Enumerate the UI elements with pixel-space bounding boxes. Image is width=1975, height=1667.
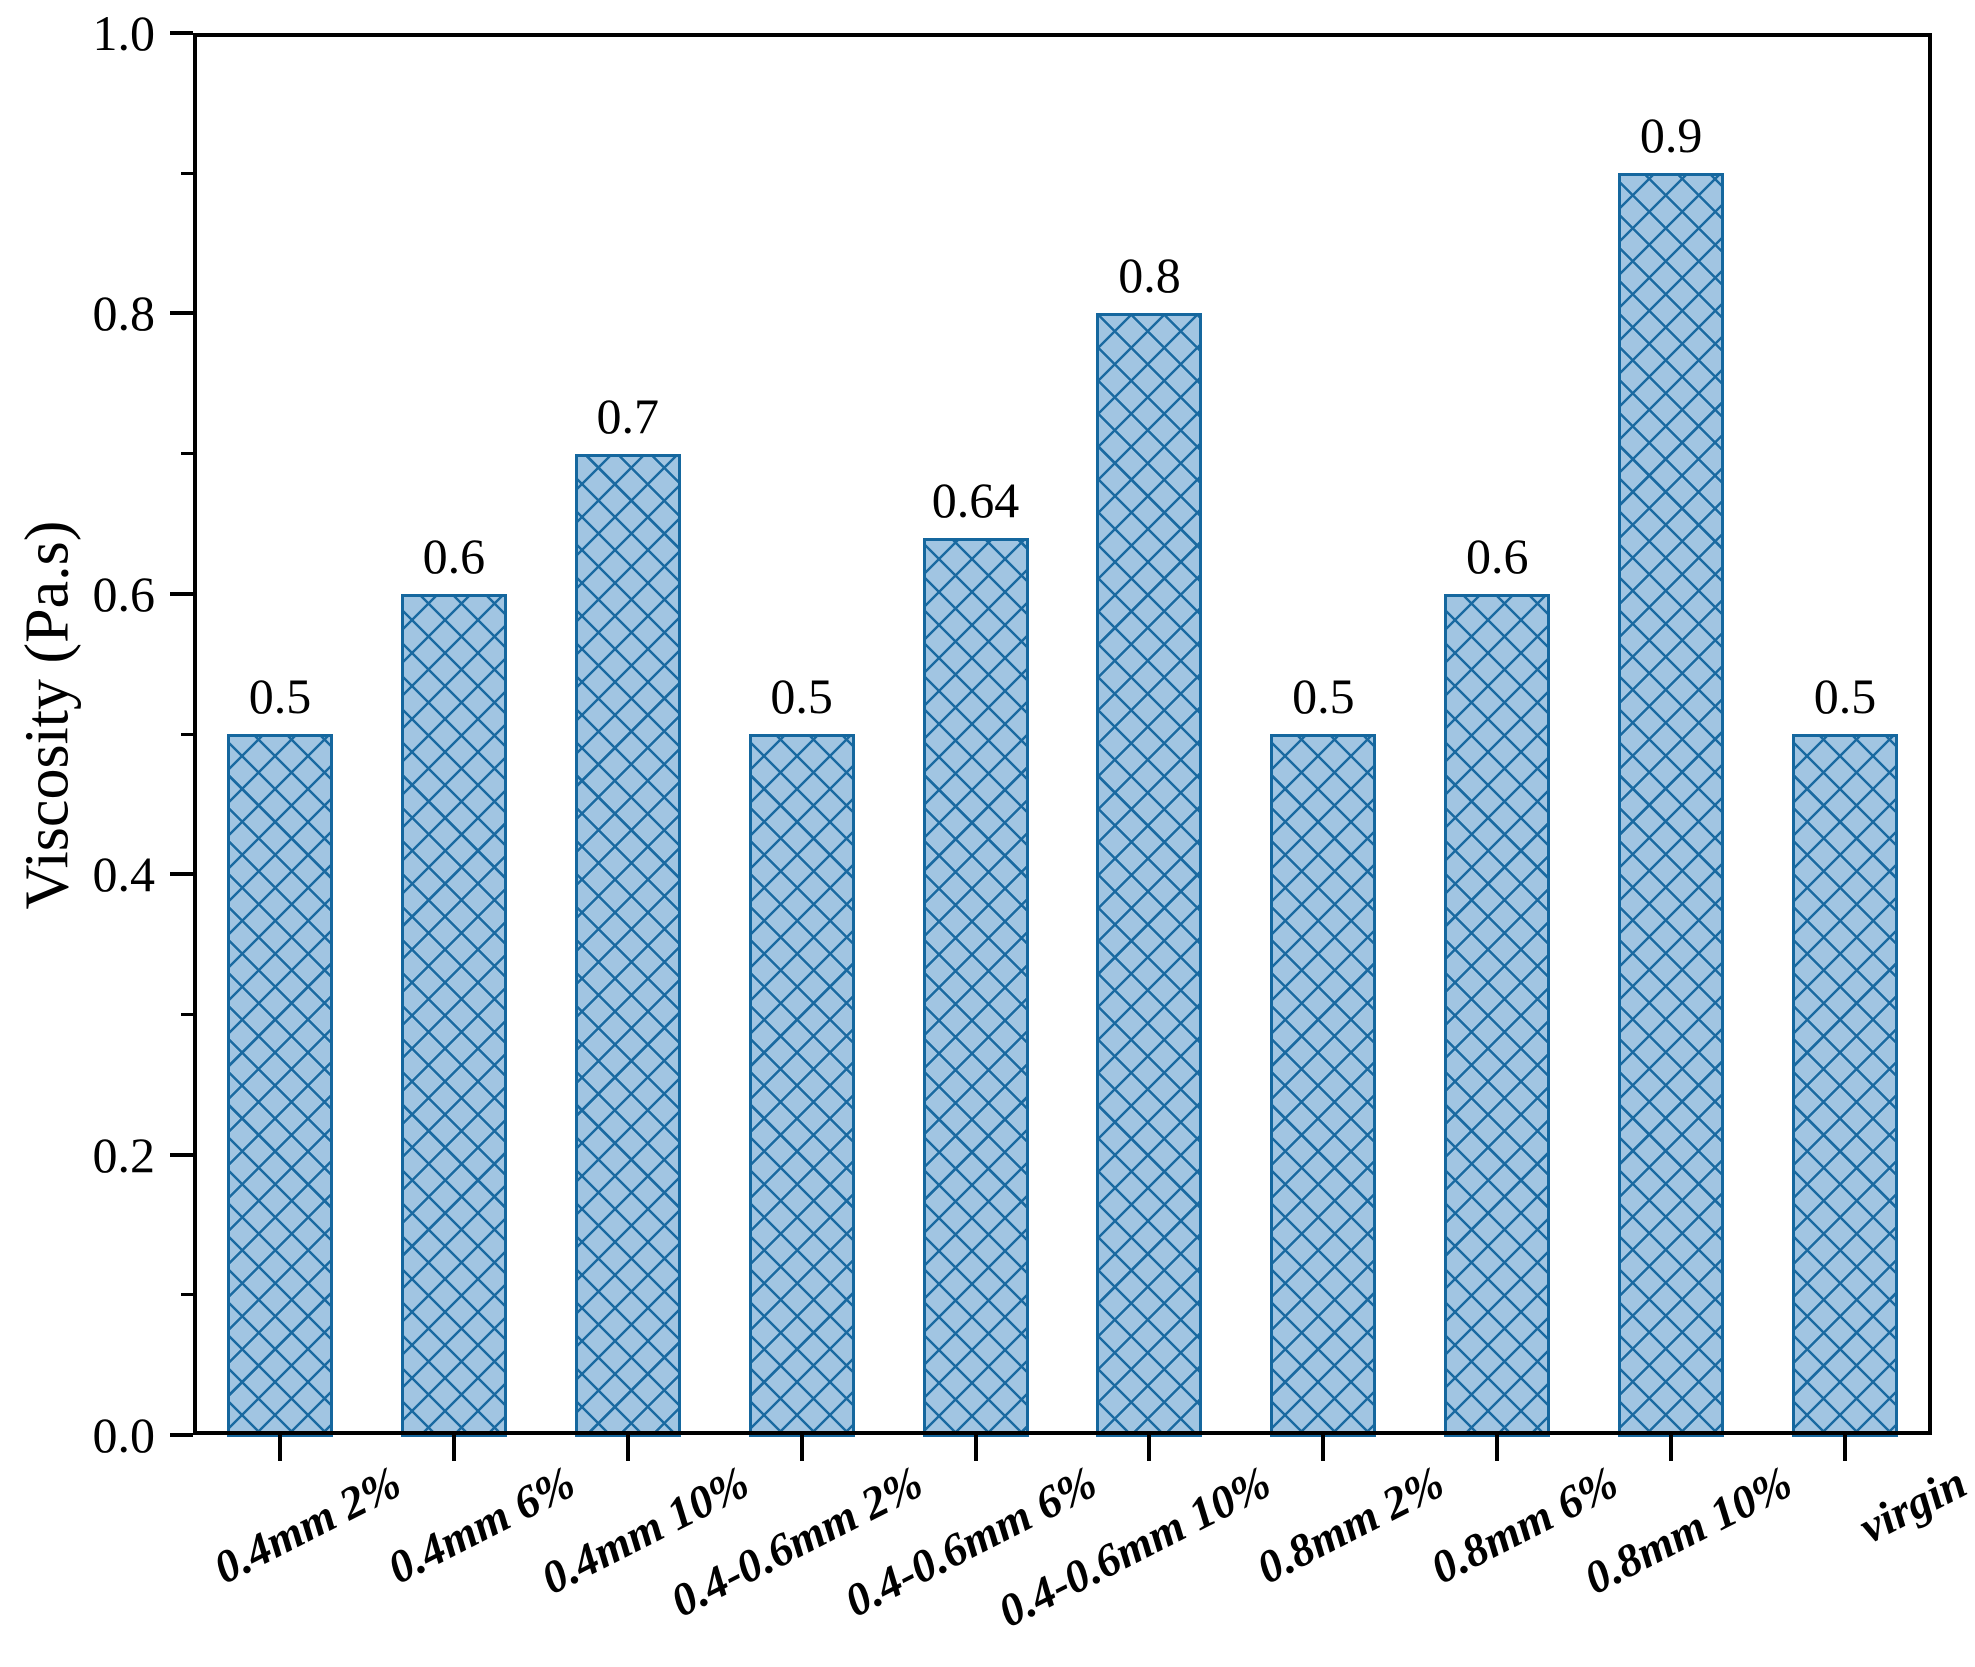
bar-0-8mm-2 bbox=[1270, 734, 1377, 1437]
x-major-tick bbox=[277, 1435, 282, 1461]
y-tick-label: 0.8 bbox=[92, 285, 156, 342]
bar-value-label-0-8mm-6: 0.6 bbox=[1466, 527, 1529, 584]
y-major-tick bbox=[170, 1433, 193, 1437]
x-tick-label-virgin: virgin bbox=[1850, 1456, 1974, 1553]
bar-0-4mm-6 bbox=[400, 593, 507, 1437]
x-major-tick bbox=[1669, 1435, 1674, 1461]
bar-value-label-0-8mm-2: 0.5 bbox=[1292, 668, 1355, 724]
y-major-tick bbox=[170, 872, 193, 877]
bar-0-4mm-10 bbox=[574, 453, 681, 1437]
y-tick-label: 0.6 bbox=[92, 565, 156, 622]
bar-0-4mm-2 bbox=[226, 734, 333, 1437]
y-major-tick bbox=[170, 31, 193, 35]
y-tick-label: 0.2 bbox=[92, 1126, 156, 1183]
bar-0-4-0-6mm-10 bbox=[1096, 313, 1203, 1437]
x-major-tick bbox=[1321, 1435, 1326, 1461]
x-major-tick bbox=[625, 1435, 630, 1461]
x-major-tick bbox=[973, 1435, 978, 1461]
y-minor-tick bbox=[181, 732, 193, 736]
y-minor-tick bbox=[181, 1293, 193, 1297]
x-major-tick bbox=[799, 1435, 804, 1461]
bar-value-label-virgin: 0.5 bbox=[1813, 668, 1877, 724]
y-minor-tick bbox=[181, 171, 193, 175]
y-major-tick bbox=[170, 1152, 193, 1157]
bar-virgin bbox=[1792, 734, 1899, 1437]
bar-value-label-0-4mm-2: 0.5 bbox=[248, 668, 312, 724]
y-major-tick bbox=[170, 311, 193, 316]
x-major-tick bbox=[1495, 1435, 1500, 1461]
x-major-tick bbox=[1843, 1435, 1848, 1461]
x-tick-label-0-4mm-2: 0.4mm 2% bbox=[205, 1456, 409, 1594]
bar-value-label-0-4-0-6mm-6: 0.64 bbox=[931, 471, 1020, 528]
x-tick-label-0-8mm-2: 0.8mm 2% bbox=[1249, 1456, 1453, 1594]
bar-0-8mm-6 bbox=[1444, 593, 1551, 1437]
bar-0-4-0-6mm-2 bbox=[748, 734, 855, 1437]
y-tick-label: 1.0 bbox=[92, 5, 156, 61]
y-minor-tick bbox=[181, 1012, 193, 1016]
bar-0-8mm-10 bbox=[1618, 173, 1725, 1437]
x-major-tick bbox=[1147, 1435, 1152, 1461]
bar-0-4-0-6mm-6 bbox=[922, 537, 1029, 1437]
bar-value-label-0-8mm-10: 0.9 bbox=[1639, 107, 1703, 164]
y-major-tick bbox=[170, 591, 193, 596]
y-tick-label: 0.0 bbox=[92, 1407, 156, 1463]
bar-value-label-0-4-0-6mm-2: 0.5 bbox=[770, 668, 833, 724]
bar-value-label-0-4-0-6mm-10: 0.8 bbox=[1118, 247, 1181, 304]
bar-value-label-0-4mm-10: 0.7 bbox=[596, 387, 660, 444]
bar-value-label-0-4mm-6: 0.6 bbox=[422, 527, 486, 584]
x-major-tick bbox=[451, 1435, 456, 1461]
y-minor-tick bbox=[181, 452, 193, 456]
y-tick-label: 0.4 bbox=[92, 846, 156, 903]
